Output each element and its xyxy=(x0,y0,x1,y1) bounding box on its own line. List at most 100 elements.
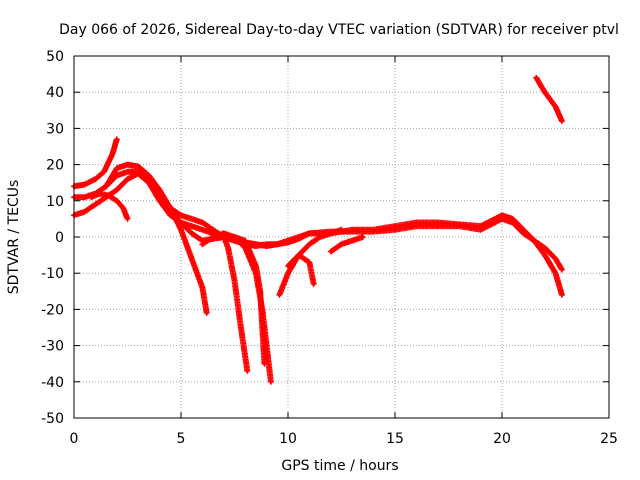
data-point xyxy=(222,231,226,236)
series-track-4 xyxy=(88,190,131,222)
y-tick-label: -40 xyxy=(41,375,64,391)
data-point xyxy=(532,238,536,243)
series-track-10 xyxy=(285,252,317,288)
data-point xyxy=(82,182,87,187)
data-point xyxy=(277,293,282,297)
x-tick-label: 0 xyxy=(70,431,79,447)
data-point xyxy=(534,75,539,80)
x-tick-label: 10 xyxy=(279,431,297,447)
data-point xyxy=(361,235,365,239)
data-point xyxy=(125,170,130,174)
data-point xyxy=(82,209,87,214)
axis-ticks: 0 5 10 15 20 25 -50 -40 -30 -20 -10 0 10 20 30 40 50 xyxy=(41,49,618,447)
data-point xyxy=(553,104,558,109)
data-point xyxy=(329,231,333,236)
data-point xyxy=(286,264,290,268)
data-point xyxy=(264,244,269,248)
y-tick-label: 0 xyxy=(55,230,64,246)
data-point xyxy=(200,285,205,290)
data-point xyxy=(200,242,205,247)
data-point xyxy=(136,171,140,176)
data-point xyxy=(553,271,558,276)
data-point xyxy=(543,253,547,257)
data-point xyxy=(543,90,547,94)
data-point xyxy=(157,188,162,192)
data-point xyxy=(286,240,290,245)
data-point xyxy=(296,237,301,241)
x-tick-label: 15 xyxy=(386,431,404,447)
y-tick-label: 30 xyxy=(46,121,64,137)
data-point xyxy=(82,195,87,199)
data-point xyxy=(226,246,230,250)
x-tick-label: 25 xyxy=(600,431,618,447)
data-point xyxy=(254,264,258,268)
y-tick-label: 10 xyxy=(46,194,64,210)
series-track-11 xyxy=(327,234,366,255)
data-point xyxy=(436,220,440,225)
data-point xyxy=(179,227,183,232)
y-axis-label: SDTVAR / TECUs xyxy=(6,180,22,295)
data-point xyxy=(510,217,515,221)
data-point xyxy=(189,231,194,236)
data-point xyxy=(260,325,265,330)
x-tick-label: 20 xyxy=(493,431,511,447)
data-point xyxy=(89,195,93,199)
data-point xyxy=(262,361,267,366)
data-point xyxy=(189,224,194,228)
data-point xyxy=(93,202,98,207)
data-point xyxy=(307,260,312,265)
data-point xyxy=(93,177,98,181)
data-point xyxy=(350,238,355,243)
series-track-12 xyxy=(533,74,565,125)
data-point xyxy=(125,162,130,167)
data-point xyxy=(125,217,130,221)
data-point xyxy=(560,293,564,297)
data-point xyxy=(414,220,419,225)
data-point xyxy=(311,282,316,286)
data-point xyxy=(245,369,250,373)
data-point xyxy=(189,256,194,261)
data-point xyxy=(115,137,119,142)
data-point xyxy=(307,231,312,236)
data-point xyxy=(339,242,344,247)
chart-title: Day 066 of 2026, Sidereal Day-to-day VTE… xyxy=(59,22,619,38)
data-point xyxy=(115,199,119,203)
data-point xyxy=(286,271,290,276)
data-point xyxy=(189,217,194,221)
data-point xyxy=(125,177,130,181)
data-point xyxy=(269,380,273,384)
data-point xyxy=(553,256,558,261)
data-point xyxy=(147,173,151,178)
data-point xyxy=(393,224,397,228)
series-track-8 xyxy=(231,234,268,367)
data-point xyxy=(318,235,322,239)
data-point xyxy=(104,184,108,189)
series-track-5 xyxy=(103,161,210,316)
y-tick-label: -10 xyxy=(41,266,64,282)
data-point xyxy=(115,166,119,171)
data-point xyxy=(136,164,140,169)
data-point xyxy=(102,170,106,174)
y-tick-label: 50 xyxy=(46,49,64,65)
x-axis-label: GPS time / hours xyxy=(281,458,398,474)
data-point xyxy=(350,227,355,232)
data-point xyxy=(232,235,237,239)
data-point xyxy=(179,220,183,225)
data-point xyxy=(339,227,344,232)
data-point xyxy=(500,213,504,218)
data-point xyxy=(307,242,312,247)
y-tick-label: 20 xyxy=(46,158,64,174)
data-point xyxy=(200,220,205,225)
data-point xyxy=(521,227,526,232)
data-point xyxy=(239,325,243,330)
data-point xyxy=(258,289,262,294)
data-point xyxy=(200,227,205,232)
data-point xyxy=(254,242,258,247)
data-point xyxy=(329,249,333,254)
data-point xyxy=(232,278,237,283)
y-tick-label: -30 xyxy=(41,339,64,355)
data-point xyxy=(97,191,102,196)
data-point xyxy=(296,253,301,257)
data-point xyxy=(275,242,280,247)
